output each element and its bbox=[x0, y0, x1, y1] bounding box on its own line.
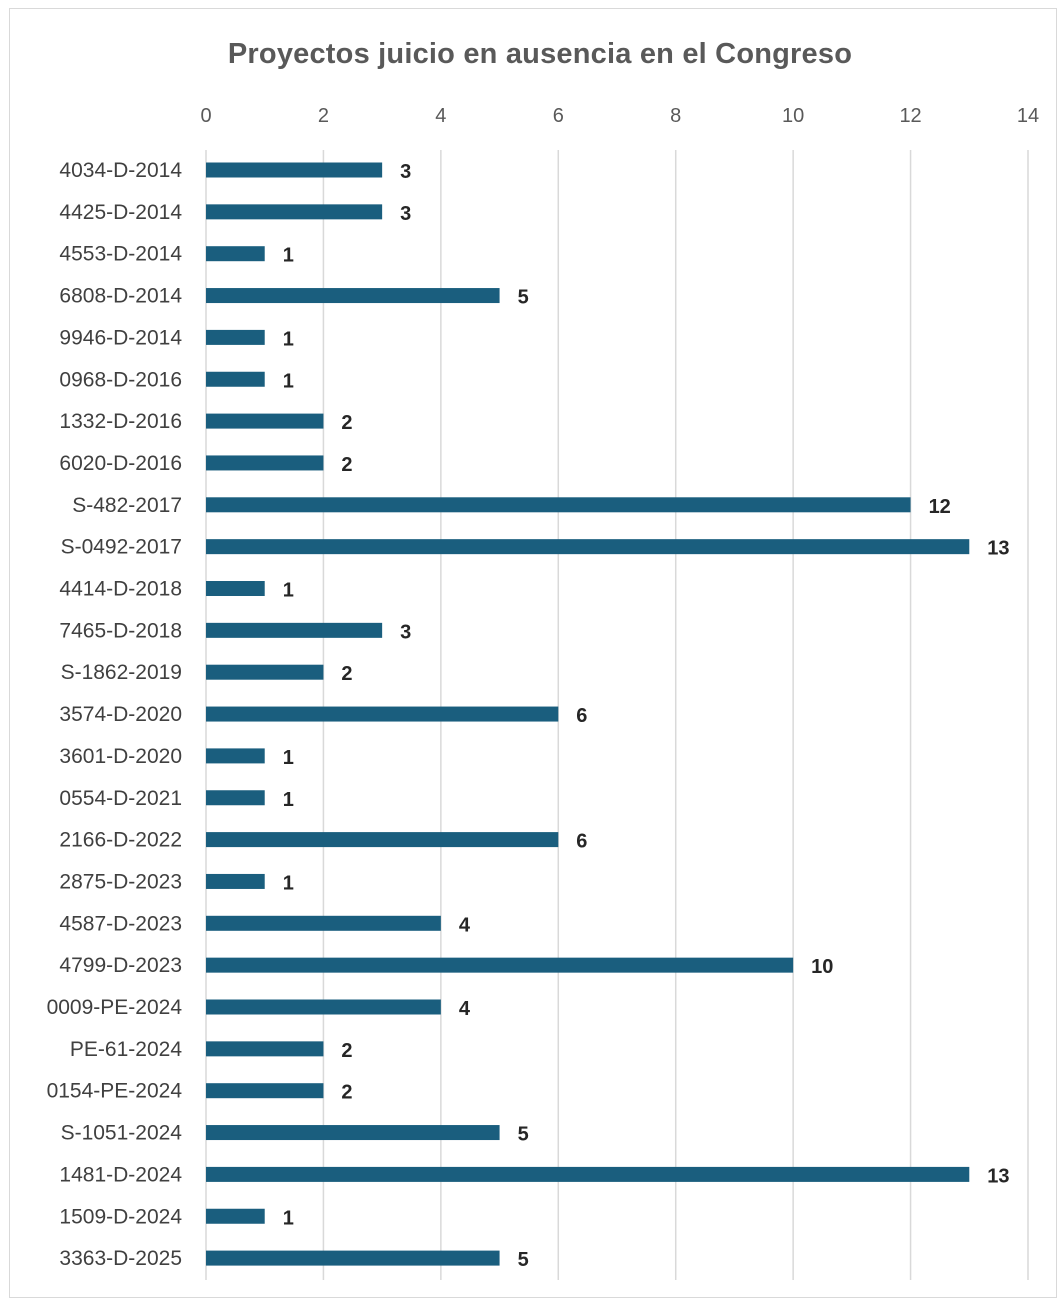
bar bbox=[206, 915, 441, 931]
bar bbox=[206, 371, 265, 387]
category-label: 4587-D-2023 bbox=[59, 912, 182, 935]
category-label: 1481-D-2024 bbox=[59, 1163, 182, 1186]
data-label: 2 bbox=[341, 454, 352, 476]
bar bbox=[206, 873, 265, 889]
data-label: 2 bbox=[341, 1040, 352, 1062]
category-label: 4799-D-2023 bbox=[59, 954, 182, 977]
category-label: PE-61-2024 bbox=[70, 1038, 182, 1061]
bar bbox=[206, 1083, 324, 1099]
data-label: 3 bbox=[400, 621, 411, 643]
category-label: 1509-D-2024 bbox=[59, 1205, 182, 1228]
category-label: 0154-PE-2024 bbox=[47, 1080, 183, 1103]
bar bbox=[206, 539, 970, 555]
data-label: 4 bbox=[459, 914, 471, 936]
x-tick-label: 2 bbox=[318, 105, 329, 127]
data-label: 5 bbox=[518, 1124, 529, 1146]
x-tick-label: 8 bbox=[670, 105, 681, 127]
bar bbox=[206, 413, 324, 429]
category-label: 3363-D-2025 bbox=[59, 1247, 182, 1270]
bar bbox=[206, 790, 265, 806]
bar bbox=[206, 1125, 500, 1141]
category-label: 6020-D-2016 bbox=[59, 452, 182, 475]
x-tick-label: 10 bbox=[782, 105, 804, 127]
bar bbox=[206, 497, 911, 513]
category-label: 6808-D-2014 bbox=[59, 285, 182, 308]
bar bbox=[206, 622, 383, 638]
data-label: 3 bbox=[400, 161, 411, 183]
bar bbox=[206, 288, 500, 304]
data-label: 1 bbox=[283, 872, 294, 894]
bar bbox=[206, 1250, 500, 1266]
x-tick-label: 4 bbox=[435, 105, 446, 127]
bar bbox=[206, 664, 324, 680]
category-label: 1332-D-2016 bbox=[59, 410, 182, 433]
bar bbox=[206, 1166, 970, 1182]
data-label: 5 bbox=[518, 1249, 529, 1271]
x-tick-label: 12 bbox=[899, 105, 921, 127]
data-label: 2 bbox=[341, 1082, 352, 1104]
bar bbox=[206, 748, 265, 764]
category-label: S-482-2017 bbox=[72, 494, 182, 517]
data-label: 6 bbox=[576, 831, 587, 853]
bar bbox=[206, 455, 324, 471]
bar bbox=[206, 246, 265, 262]
data-label: 3 bbox=[400, 203, 411, 225]
category-label: 7465-D-2018 bbox=[59, 619, 182, 642]
category-label: 0968-D-2016 bbox=[59, 368, 182, 391]
category-label: 4414-D-2018 bbox=[59, 578, 182, 601]
category-label: 2875-D-2023 bbox=[59, 870, 182, 893]
bar bbox=[206, 581, 265, 596]
bar bbox=[206, 162, 383, 178]
data-label: 4 bbox=[459, 998, 471, 1020]
chart-title: Proyectos juicio en ausencia en el Congr… bbox=[227, 38, 853, 70]
data-label: 1 bbox=[283, 1207, 294, 1229]
x-tick-label: 0 bbox=[200, 105, 211, 127]
x-tick-label: 6 bbox=[553, 105, 564, 127]
bar bbox=[206, 1208, 265, 1224]
bar bbox=[206, 957, 794, 973]
category-label: 4553-D-2014 bbox=[59, 243, 182, 266]
data-label: 13 bbox=[987, 538, 1009, 560]
category-label: S-1051-2024 bbox=[61, 1122, 183, 1145]
bar bbox=[206, 832, 559, 848]
data-label: 6 bbox=[576, 705, 587, 727]
bar bbox=[206, 1041, 324, 1057]
data-label: 5 bbox=[518, 287, 529, 309]
x-tick-label: 14 bbox=[1017, 105, 1039, 127]
data-label: 1 bbox=[283, 328, 294, 350]
category-label: 3574-D-2020 bbox=[59, 703, 182, 726]
data-label: 2 bbox=[341, 412, 352, 434]
bar bbox=[206, 329, 265, 345]
data-label: 1 bbox=[283, 747, 294, 769]
category-label: S-1862-2019 bbox=[61, 661, 182, 684]
data-label: 1 bbox=[283, 580, 294, 602]
category-label: 2166-D-2022 bbox=[59, 829, 182, 852]
bar bbox=[206, 999, 441, 1015]
data-label: 1 bbox=[283, 370, 294, 392]
data-label: 1 bbox=[283, 789, 294, 811]
data-label: 1 bbox=[283, 245, 294, 267]
category-label: 3601-D-2020 bbox=[59, 745, 182, 768]
category-label: 9946-D-2014 bbox=[59, 326, 182, 349]
data-label: 10 bbox=[811, 956, 833, 978]
bar bbox=[206, 706, 559, 722]
data-label: 2 bbox=[341, 663, 352, 685]
bar bbox=[206, 204, 383, 220]
data-label: 12 bbox=[929, 496, 951, 518]
category-label: 4425-D-2014 bbox=[59, 201, 182, 224]
data-label: 13 bbox=[987, 1165, 1009, 1187]
chart-frame bbox=[9, 8, 1057, 1298]
category-label: 0009-PE-2024 bbox=[47, 996, 183, 1019]
category-label: 4034-D-2014 bbox=[59, 159, 182, 182]
category-label: S-0492-2017 bbox=[61, 536, 182, 559]
category-label: 0554-D-2021 bbox=[59, 787, 182, 810]
